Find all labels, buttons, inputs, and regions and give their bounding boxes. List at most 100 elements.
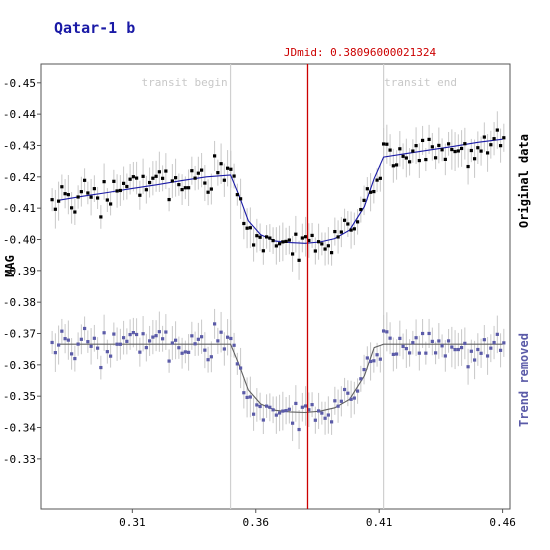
data-point bbox=[248, 226, 252, 230]
data-point bbox=[89, 344, 93, 348]
data-point bbox=[372, 359, 376, 363]
data-point bbox=[255, 234, 259, 238]
data-point bbox=[96, 346, 100, 350]
data-point bbox=[411, 149, 415, 153]
data-point bbox=[492, 340, 496, 345]
data-point bbox=[287, 238, 291, 242]
data-point bbox=[50, 198, 54, 202]
data-point bbox=[274, 413, 278, 417]
data-point bbox=[502, 136, 506, 140]
data-point bbox=[495, 332, 499, 336]
data-point bbox=[92, 187, 96, 191]
data-point bbox=[333, 399, 337, 403]
data-point bbox=[430, 145, 434, 149]
data-point bbox=[232, 174, 236, 178]
data-point bbox=[489, 143, 493, 147]
data-point bbox=[398, 336, 402, 340]
data-point bbox=[385, 142, 389, 146]
data-point bbox=[320, 411, 324, 415]
data-point bbox=[177, 346, 181, 350]
data-point bbox=[479, 351, 483, 355]
data-point bbox=[53, 351, 57, 355]
data-point bbox=[365, 356, 369, 360]
data-point bbox=[242, 221, 246, 226]
trend-removed-label: Trend removed bbox=[517, 333, 531, 427]
data-point bbox=[336, 235, 340, 239]
data-point bbox=[310, 403, 314, 407]
data-point bbox=[167, 359, 171, 363]
x-tick-label: 0.41 bbox=[366, 516, 393, 529]
data-point bbox=[495, 128, 499, 132]
data-point bbox=[63, 337, 67, 341]
data-point bbox=[206, 358, 210, 362]
data-point bbox=[125, 339, 129, 343]
data-point bbox=[148, 339, 152, 343]
data-point bbox=[105, 350, 109, 354]
data-point bbox=[414, 144, 418, 148]
data-point bbox=[414, 336, 418, 340]
data-point bbox=[453, 347, 457, 352]
data-point bbox=[216, 171, 220, 175]
y-tick-label: -0.45 bbox=[3, 77, 36, 90]
y-tick-label: -0.38 bbox=[3, 296, 36, 309]
data-point bbox=[238, 197, 243, 201]
data-point bbox=[199, 168, 204, 172]
data-point bbox=[173, 176, 178, 180]
data-point bbox=[180, 188, 184, 192]
data-point bbox=[463, 341, 467, 345]
data-point bbox=[411, 341, 415, 345]
data-point bbox=[219, 162, 223, 166]
data-point bbox=[437, 339, 441, 343]
data-point bbox=[177, 183, 181, 187]
data-point bbox=[472, 358, 477, 362]
data-point bbox=[433, 156, 438, 160]
data-point bbox=[498, 144, 503, 148]
data-point bbox=[349, 228, 353, 232]
data-point bbox=[242, 391, 246, 395]
data-point bbox=[109, 202, 113, 206]
data-point bbox=[170, 341, 174, 345]
data-point bbox=[427, 331, 431, 336]
data-point bbox=[193, 342, 197, 346]
data-point bbox=[151, 335, 155, 339]
data-point bbox=[102, 331, 106, 335]
data-point bbox=[157, 330, 161, 334]
data-point bbox=[482, 338, 486, 342]
data-point bbox=[212, 154, 217, 158]
data-point bbox=[235, 362, 239, 366]
y-tick-label: -0.36 bbox=[3, 359, 36, 372]
data-point bbox=[463, 142, 467, 146]
data-point bbox=[342, 387, 347, 392]
data-point bbox=[173, 338, 178, 342]
data-point bbox=[268, 236, 272, 240]
data-point bbox=[131, 330, 135, 335]
data-point bbox=[66, 193, 70, 197]
data-point bbox=[238, 366, 243, 370]
data-point bbox=[401, 154, 405, 158]
data-point bbox=[346, 391, 350, 395]
data-point bbox=[186, 186, 191, 190]
x-tick-label: 0.31 bbox=[119, 516, 146, 529]
data-point bbox=[216, 339, 220, 343]
data-point bbox=[394, 163, 399, 167]
data-point bbox=[310, 233, 314, 238]
data-point bbox=[466, 365, 470, 369]
y-tick-label: -0.39 bbox=[3, 265, 36, 278]
x-tick-label: 0.46 bbox=[489, 516, 516, 529]
data-point bbox=[372, 189, 376, 194]
data-point bbox=[281, 409, 285, 413]
data-point bbox=[300, 236, 304, 240]
data-point bbox=[450, 147, 454, 152]
transit-begin-label: transit begin bbox=[142, 76, 228, 89]
data-point bbox=[225, 335, 230, 339]
data-point bbox=[333, 229, 337, 234]
data-point bbox=[138, 193, 142, 197]
x-tick-label: 0.36 bbox=[243, 516, 270, 529]
data-point bbox=[222, 347, 226, 351]
data-point bbox=[381, 329, 386, 333]
data-point bbox=[229, 336, 233, 341]
data-point bbox=[404, 346, 408, 351]
data-point bbox=[128, 332, 132, 337]
data-point bbox=[277, 242, 282, 246]
data-point bbox=[489, 346, 493, 350]
